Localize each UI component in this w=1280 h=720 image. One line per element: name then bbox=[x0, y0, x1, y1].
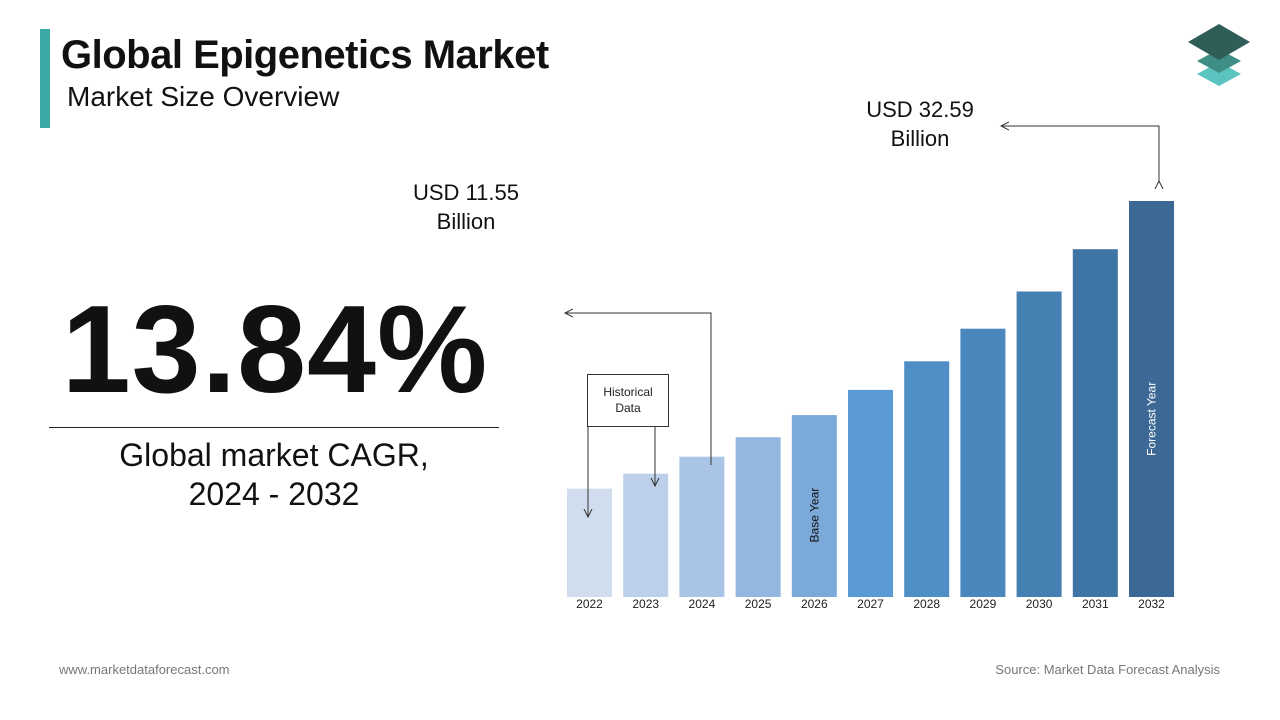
bar-annotation-2032: Forecast Year bbox=[1145, 382, 1159, 456]
x-tick-2032: 2032 bbox=[1138, 597, 1165, 611]
callout-2032-value: USD 32.59 Billion bbox=[848, 95, 992, 153]
x-tick-2031: 2031 bbox=[1082, 597, 1109, 611]
historical-box-line1: Historical bbox=[603, 385, 653, 399]
bar-2031 bbox=[1072, 249, 1118, 597]
cagr-caption-line2: 2024 - 2032 bbox=[188, 476, 360, 512]
callout-2032-line1: USD 32.59 bbox=[866, 97, 974, 122]
bar-2025 bbox=[735, 437, 781, 597]
x-tick-2029: 2029 bbox=[970, 597, 997, 611]
footer-website: www.marketdataforecast.com bbox=[59, 662, 230, 677]
x-tick-2023: 2023 bbox=[632, 597, 659, 611]
x-tick-2022: 2022 bbox=[576, 597, 603, 611]
title-accent-bar bbox=[40, 29, 50, 128]
bar-2026 bbox=[791, 415, 837, 597]
x-tick-2024: 2024 bbox=[689, 597, 716, 611]
bar-annotation-2026: Base Year bbox=[807, 488, 821, 543]
bar-2032 bbox=[1129, 201, 1174, 597]
x-tick-2028: 2028 bbox=[913, 597, 940, 611]
bar-2022 bbox=[567, 488, 612, 597]
historical-box-line2: Data bbox=[615, 401, 641, 415]
callout-2024-line2: Billion bbox=[436, 209, 496, 234]
footer-source: Source: Market Data Forecast Analysis bbox=[995, 662, 1220, 677]
cagr-value: 13.84% bbox=[61, 281, 489, 419]
callout-2024-line1: USD 11.55 bbox=[413, 180, 519, 205]
stacked-layers-icon bbox=[1188, 24, 1250, 86]
page-subtitle: Market Size Overview bbox=[67, 81, 340, 112]
bar-2030 bbox=[1016, 291, 1062, 597]
bar-2028 bbox=[904, 361, 950, 597]
x-tick-2027: 2027 bbox=[857, 597, 884, 611]
bar-2023 bbox=[623, 473, 669, 597]
callout-arrow-2032 bbox=[1001, 126, 1159, 181]
bar-2029 bbox=[960, 328, 1006, 597]
cagr-caption: Global market CAGR, 2024 - 2032 bbox=[49, 436, 499, 514]
x-tick-2026: 2026 bbox=[801, 597, 828, 611]
x-tick-2030: 2030 bbox=[1026, 597, 1053, 611]
cagr-divider bbox=[49, 427, 499, 428]
callout-arrow-2024 bbox=[565, 313, 712, 465]
callout-2024-value: USD 11.55 Billion bbox=[396, 178, 536, 236]
bar-2027 bbox=[848, 389, 893, 597]
callout-2032-line2: Billion bbox=[890, 126, 950, 151]
cagr-caption-line1: Global market CAGR, bbox=[119, 437, 429, 473]
bar-2024 bbox=[679, 456, 725, 597]
page-title: Global Epigenetics Market bbox=[61, 33, 549, 77]
x-tick-2025: 2025 bbox=[745, 597, 772, 611]
historical-data-box: Historical Data bbox=[587, 374, 669, 427]
